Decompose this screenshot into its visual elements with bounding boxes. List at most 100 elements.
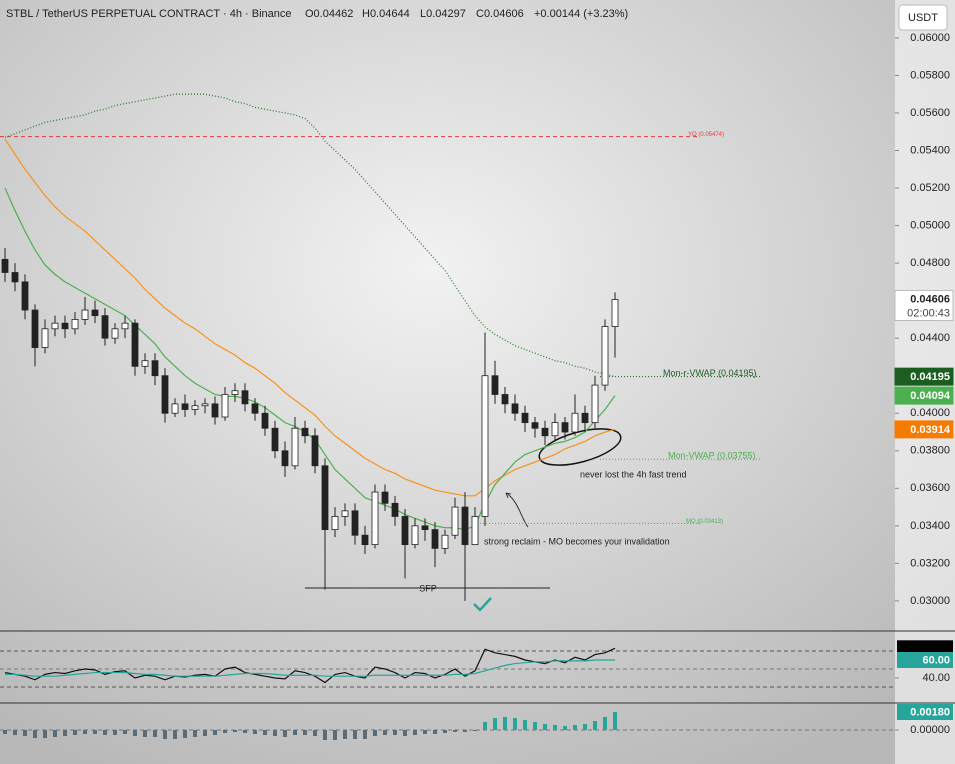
checkmark <box>473 597 492 612</box>
histogram-bar <box>3 730 7 734</box>
candle-body <box>421 525 429 530</box>
candle-body <box>441 534 449 549</box>
annotation: never lost the 4h fast trend <box>580 469 687 479</box>
candle-body <box>451 506 459 536</box>
highlight-ellipse <box>538 428 622 466</box>
candle-body <box>241 390 249 405</box>
candle-body <box>251 403 259 414</box>
currency-box[interactable] <box>898 4 948 31</box>
candle-body <box>81 309 89 320</box>
ohlc-high: H0.04644 <box>362 8 410 20</box>
value-tag <box>897 704 953 720</box>
histogram-bar <box>293 730 297 735</box>
candle-body <box>541 427 549 437</box>
histogram-bar <box>533 722 537 730</box>
candle-body <box>351 510 359 536</box>
candle-body <box>231 390 239 395</box>
histogram-bar <box>403 730 407 736</box>
level-label: YO (0.05474) <box>688 132 724 138</box>
histogram-bar <box>503 717 507 730</box>
candle-body <box>61 322 69 330</box>
histogram-bar <box>603 717 607 730</box>
plot-layer: 0.03000 0.03200 0.03400 0.03600 0.03800 0.040… <box>0 32 954 740</box>
candle-body <box>611 299 619 327</box>
histogram-bar <box>383 730 387 735</box>
histogram-bar <box>223 730 227 733</box>
value-tag <box>897 651 953 668</box>
histogram-bar <box>593 721 597 730</box>
histogram-bar <box>483 722 487 730</box>
candle-body <box>341 510 349 517</box>
histogram-bar <box>53 730 57 737</box>
y-tick-label: 0.06000 <box>910 32 950 44</box>
histogram-bar <box>433 730 437 734</box>
candle-body <box>31 309 39 348</box>
histogram-bar <box>453 730 457 732</box>
histogram-bar <box>233 730 237 732</box>
histogram-bar <box>523 720 527 730</box>
histogram-bar <box>243 730 247 733</box>
histogram-bar <box>343 730 347 739</box>
candle-body <box>361 534 369 546</box>
histogram-bar <box>33 730 37 738</box>
candle-body <box>411 525 419 546</box>
histogram-bar <box>263 730 267 735</box>
histogram-bar <box>313 730 317 736</box>
candle-body <box>191 405 199 410</box>
y-tick-label: 0.03800 <box>910 445 950 457</box>
histogram-bar <box>123 730 127 734</box>
candle-body <box>501 394 509 405</box>
candle-body <box>521 412 529 424</box>
histogram-bar <box>23 730 27 736</box>
line-series <box>4 187 616 531</box>
y-tick-label: 0.03400 <box>910 520 950 532</box>
histogram-bar <box>493 718 497 730</box>
candle-body <box>201 403 209 407</box>
price-tag-label: 0.03914 <box>910 424 951 436</box>
candle-body <box>571 412 579 433</box>
candle-body <box>211 403 219 418</box>
histogram-bar <box>323 730 327 740</box>
line-series <box>4 93 616 378</box>
histogram-bar <box>113 730 117 735</box>
header: STBL / TetherUS PERPETUAL CONTRACT · 4h … <box>6 8 628 20</box>
candle-body <box>101 315 109 339</box>
histogram-bar <box>13 730 17 735</box>
histogram-bar <box>333 730 337 740</box>
candle-body <box>41 328 49 348</box>
histogram-bar <box>513 718 517 730</box>
candle-body <box>311 435 319 467</box>
line-series <box>5 659 615 677</box>
y-tick-label: 0.03000 <box>910 595 950 607</box>
candle-body <box>561 422 569 433</box>
candle-body <box>331 516 339 530</box>
level-label: Mon-r-VWAP (0.04195) <box>663 368 757 378</box>
histogram-bar <box>43 730 47 738</box>
histogram-bar <box>373 730 377 736</box>
y-tick-label: 0.05600 <box>910 107 950 119</box>
histogram-bar <box>583 724 587 730</box>
histogram-bar <box>183 730 187 738</box>
y-tick-label: 40.00 <box>922 672 950 684</box>
histogram-bar <box>63 730 67 736</box>
candle-body <box>371 491 379 546</box>
price-tag-label: 0.04606 <box>910 293 950 305</box>
ohlc-low: L0.04297 <box>420 8 466 20</box>
candle-body <box>601 326 609 386</box>
histogram-bar <box>273 730 277 736</box>
histogram-bar <box>473 730 477 731</box>
candle-body <box>161 375 169 414</box>
candle-body <box>1 258 9 273</box>
histogram-bar <box>363 730 367 739</box>
candle-body <box>111 328 119 339</box>
histogram-bar <box>163 730 167 739</box>
candle-body <box>551 422 559 437</box>
countdown: 02:00:43 <box>907 307 950 319</box>
histogram-bar <box>253 730 257 734</box>
currency[interactable]: USDT <box>908 12 938 24</box>
y-tick-label: 0.05800 <box>910 69 950 81</box>
candle-body <box>281 450 289 467</box>
histogram-bar <box>463 730 467 732</box>
candle-body <box>291 427 299 467</box>
